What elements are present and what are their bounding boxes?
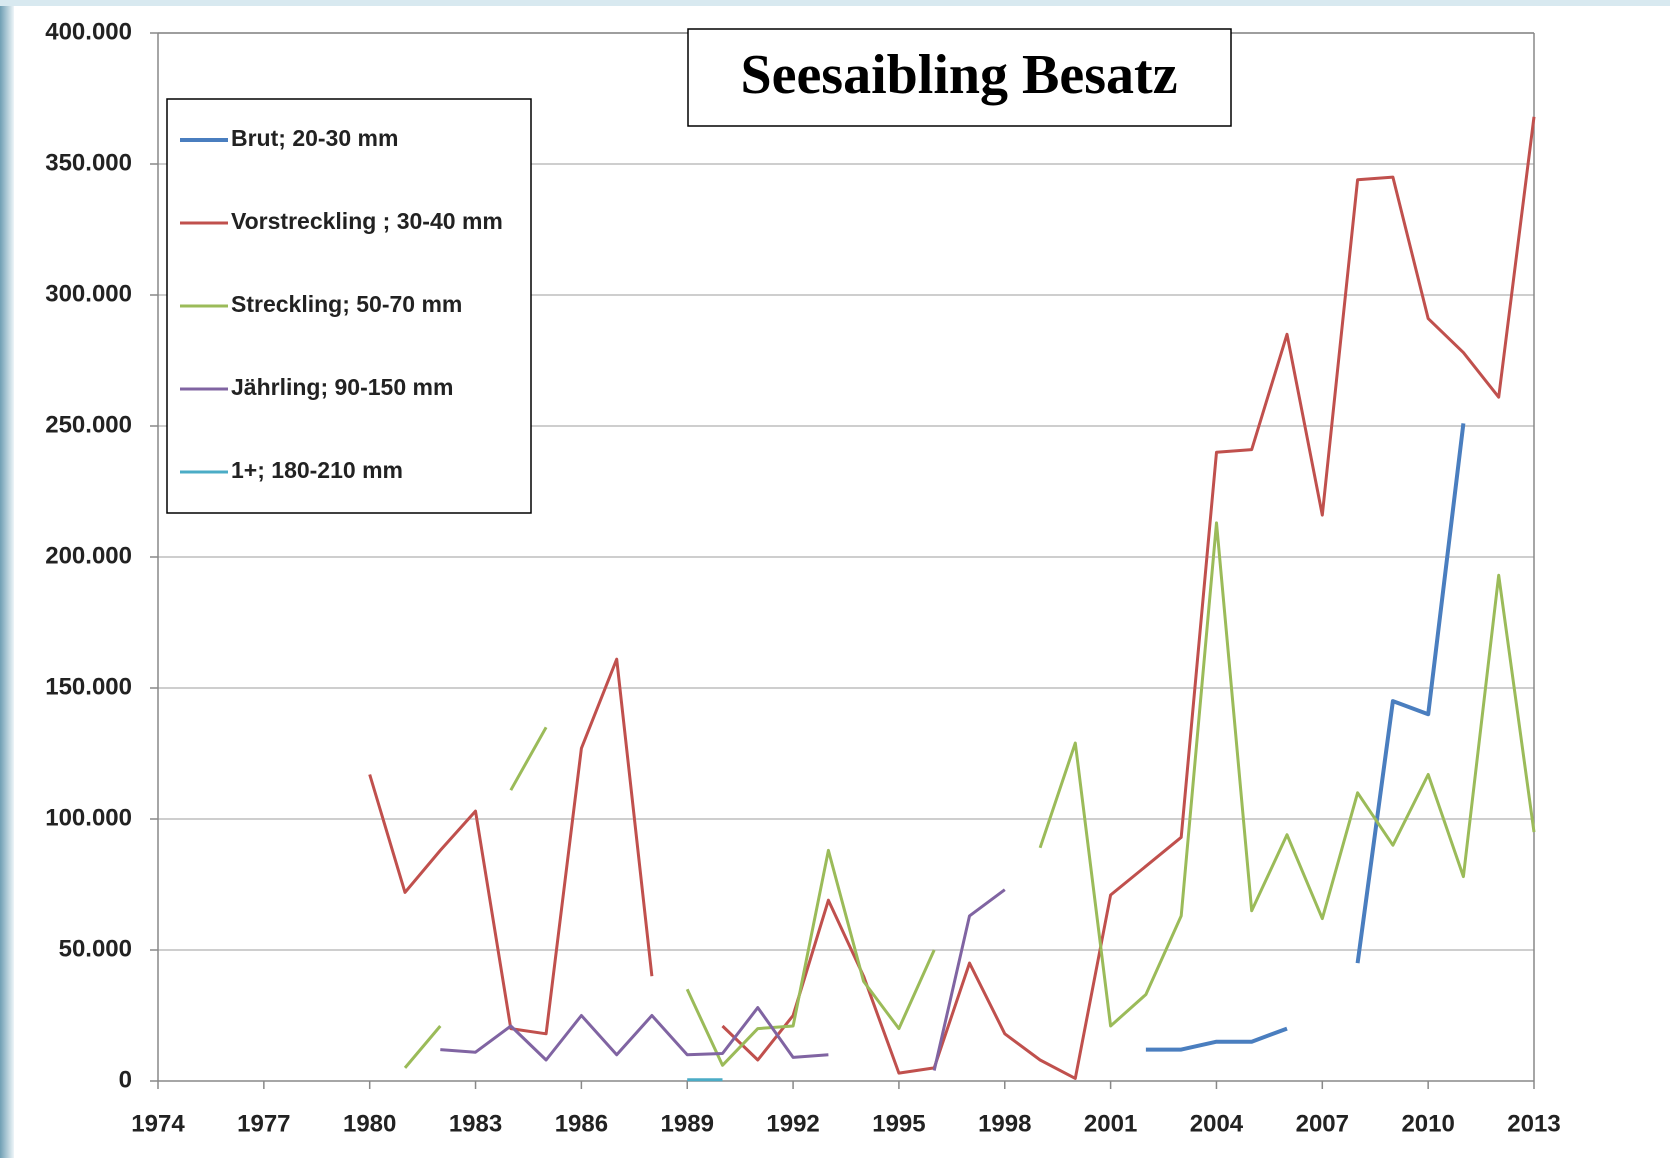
x-tick-label: 2004: [1190, 1110, 1244, 1137]
title-box: [687, 28, 1232, 127]
x-tick-label: 2007: [1296, 1110, 1349, 1137]
series-line: [368, 116, 1536, 1080]
y-tick-label: 200.000: [45, 542, 132, 569]
y-tick-label: 400.000: [45, 18, 132, 45]
series-line: [440, 888, 1006, 1071]
series-line: [403, 521, 1536, 1069]
background-strip: [0, 0, 14, 1158]
x-tick-label: 1980: [343, 1110, 396, 1137]
y-tick-label: 150.000: [45, 673, 132, 700]
x-tick-label: 1983: [449, 1110, 502, 1137]
y-tick-label: 250.000: [45, 411, 132, 438]
x-tick-label: 2013: [1507, 1110, 1560, 1137]
y-tick-label: 0: [119, 1066, 132, 1093]
background-strip: [0, 0, 1670, 6]
legend-label: Streckling; 50-70 mm: [231, 291, 462, 317]
x-tick-label: 1974: [131, 1110, 185, 1137]
x-tick-label: 2001: [1084, 1110, 1137, 1137]
y-tick-label: 100.000: [45, 804, 132, 831]
x-tick-label: 1998: [978, 1110, 1031, 1137]
chart-title: Seesaibling Besatz: [740, 44, 1177, 106]
legend-label: Brut; 20-30 mm: [231, 125, 398, 151]
legend-label: Jährling; 90-150 mm: [231, 374, 453, 400]
legend-label: Vorstreckling ; 30-40 mm: [231, 208, 503, 234]
x-tick-label: 1992: [766, 1110, 819, 1137]
x-tick-label: 1995: [872, 1110, 925, 1137]
legend-label: 1+; 180-210 mm: [231, 457, 403, 483]
x-tick-label: 2010: [1401, 1110, 1454, 1137]
series-line: [1145, 423, 1466, 1052]
x-tick-label: 1989: [661, 1110, 714, 1137]
x-tick-label: 1986: [555, 1110, 608, 1137]
y-tick-label: 300.000: [45, 280, 132, 307]
y-tick-label: 50.000: [59, 935, 132, 962]
y-tick-label: 350.000: [45, 149, 132, 176]
x-tick-label: 1977: [237, 1110, 290, 1137]
legend-box: [166, 98, 532, 514]
